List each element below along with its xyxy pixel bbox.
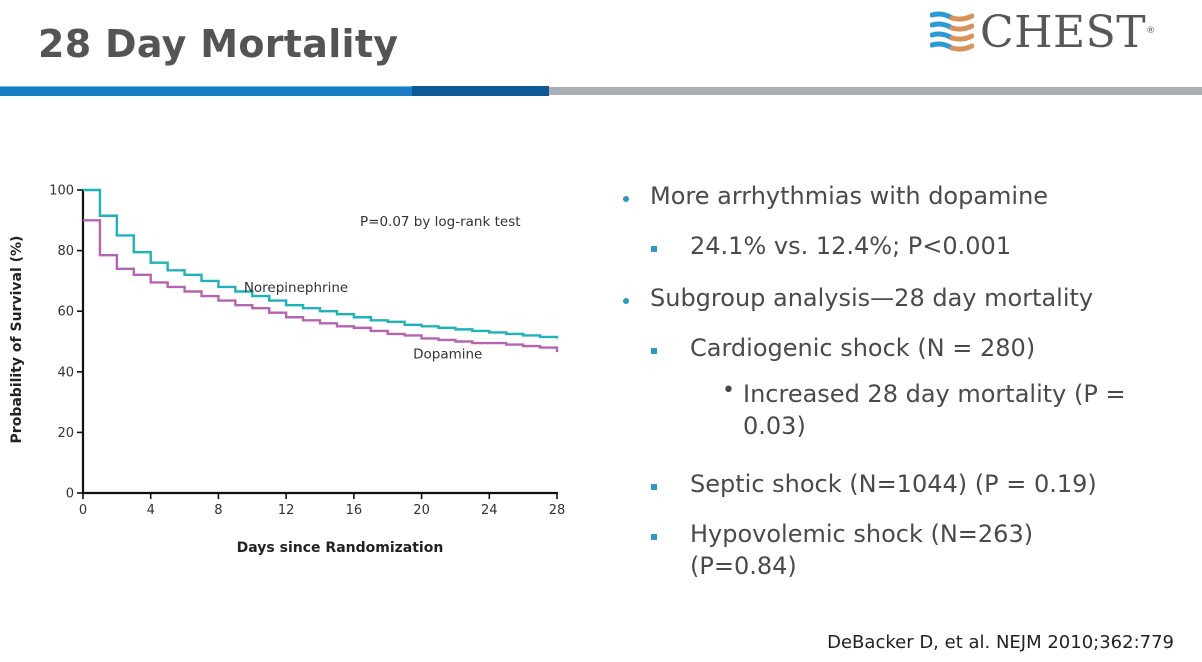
chest-logo: CHEST ® [930,8,1155,58]
citation: DeBacker D, et al. NEJM 2010;362:779 [827,632,1174,653]
y-tick-label: 40 [57,365,74,380]
bullet-text: Cardiogenic shock (N = 280) [690,334,1036,362]
round-bullet-icon [623,298,629,304]
logo-strand-blue [930,31,955,41]
x-tick-label: 8 [214,503,222,518]
x-tick-label: 20 [413,503,430,518]
series-label-dopamine: Dopamine [413,347,482,363]
square-bullet-icon [651,534,657,540]
bullet-text-continuation: 0.03) [743,412,806,440]
x-tick-label: 28 [549,503,566,518]
slide-title: 28 Day Mortality [38,22,399,66]
y-axis-title: Probability of Survival (%) [9,236,25,444]
accent-bar-light-blue [0,86,412,96]
y-tick-label: 100 [49,184,74,199]
header-accent-bar [0,86,1202,96]
x-tick-label: 4 [147,503,155,518]
survival-chart: 0 20 40 60 80 100 0 4 8 12 16 20 24 28 Days since Rand… [0,170,600,570]
logo-registered-mark: ® [1146,26,1156,36]
y-tick-label: 0 [66,487,74,502]
bullet-text: Hypovolemic shock (N=263) [690,520,1034,548]
y-tick-label: 60 [57,305,74,320]
series-line-norepinephrine [83,188,559,339]
logo-strand-orange [949,33,974,42]
accent-bar-dark-blue [412,86,549,96]
series-line-dopamine [83,219,559,353]
logo-strand-blue [930,11,955,21]
small-bullet-icon: • [722,378,735,403]
survival-chart-svg: 0 20 40 60 80 100 0 4 8 12 16 20 24 28 Days since Rand… [9,184,566,557]
round-bullet-icon [623,196,629,202]
x-tick-label: 12 [278,503,295,518]
square-bullet-icon [651,246,657,252]
y-tick-label: 20 [57,426,74,441]
bullet-text: Subgroup analysis—28 day mortality [650,284,1094,312]
x-axis-title: Days since Randomization [237,540,444,556]
bullet-text: Septic shock (N=1044) (P = 0.19) [690,470,1097,498]
bullet-text: Increased 28 day mortality (P = [743,380,1126,408]
x-tick-label: 24 [481,503,498,518]
log-rank-annotation: P=0.07 by log-rank test [360,214,521,230]
bullet-text-continuation: (P=0.84) [690,552,797,580]
logo-strand-blue [930,21,955,31]
x-tick-label: 0 [79,503,87,518]
bullet-text: More arrhythmias with dopamine [650,182,1049,210]
series-label-norepinephrine: Norepinephrine [244,280,348,296]
bullet-text: 24.1% vs. 12.4%; P<0.001 [690,232,1012,260]
square-bullet-icon [651,484,657,490]
logo-strand-blue [930,41,955,51]
x-tick-label: 16 [346,503,363,518]
square-bullet-icon [651,348,657,354]
logo-text: CHEST [980,7,1147,58]
accent-bar-gray [549,87,1202,95]
logo-strand-orange [949,13,974,22]
chest-logo-mark-icon [930,11,974,52]
logo-strand-orange [949,23,974,32]
logo-strand-orange [949,43,974,52]
y-tick-label: 80 [57,244,74,259]
